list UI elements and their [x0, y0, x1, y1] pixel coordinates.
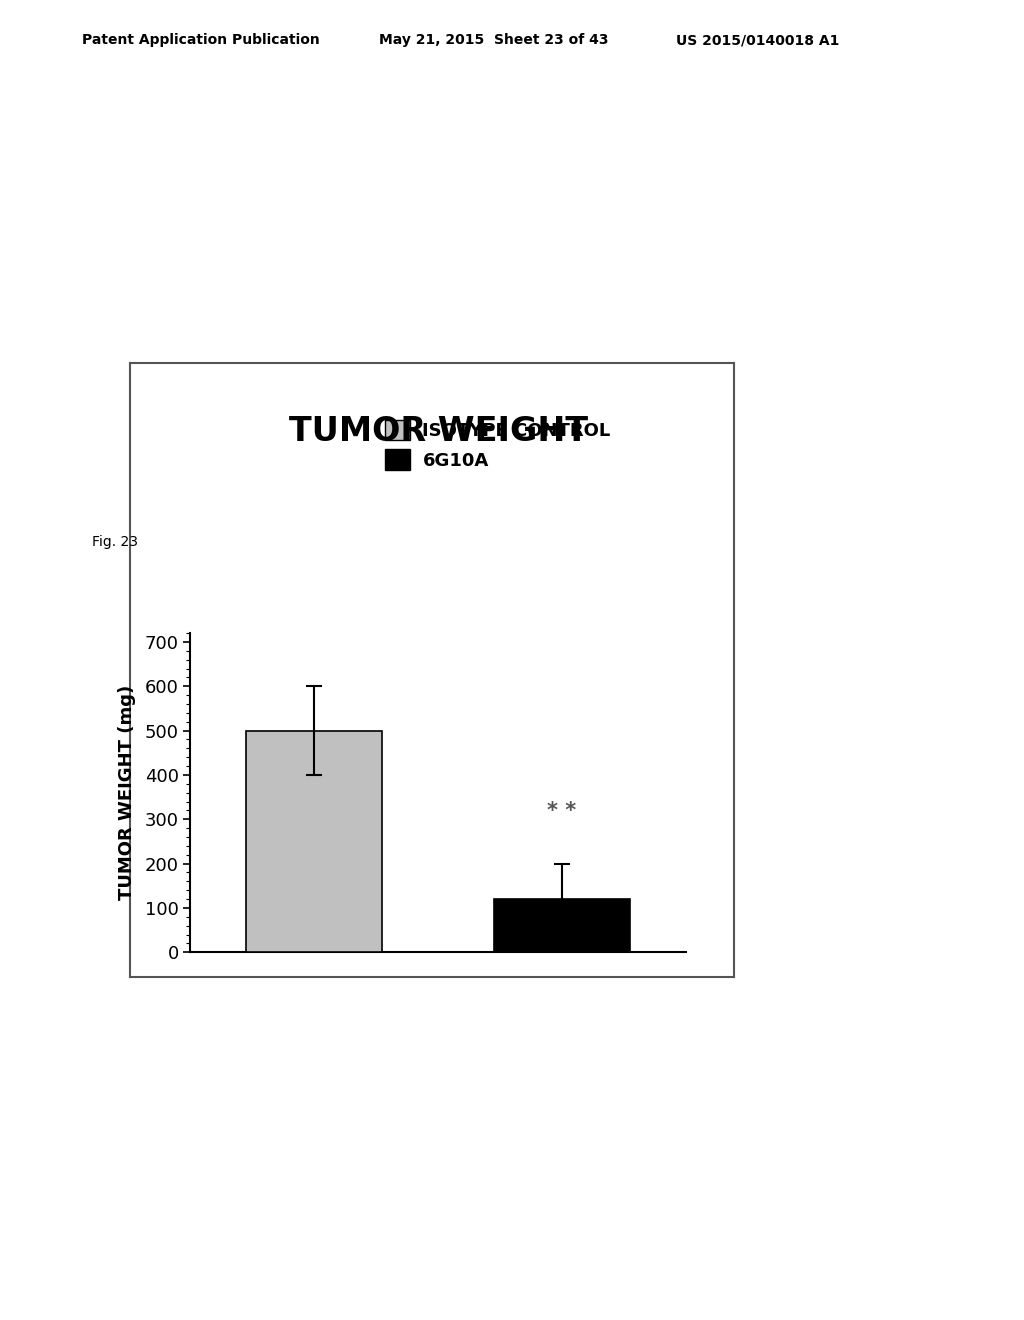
Text: Patent Application Publication: Patent Application Publication [82, 33, 319, 48]
Legend: ISOTYPE CONTROL, 6G10A: ISOTYPE CONTROL, 6G10A [377, 412, 617, 478]
Y-axis label: TUMOR WEIGHT (mg): TUMOR WEIGHT (mg) [119, 685, 136, 900]
Bar [246, 730, 382, 952]
Text: TUMOR WEIGHT: TUMOR WEIGHT [289, 416, 588, 449]
Text: Fig. 23: Fig. 23 [92, 535, 138, 549]
Text: * *: * * [548, 801, 577, 821]
Text: May 21, 2015  Sheet 23 of 43: May 21, 2015 Sheet 23 of 43 [379, 33, 608, 48]
Bar [494, 899, 630, 952]
Text: US 2015/0140018 A1: US 2015/0140018 A1 [676, 33, 840, 48]
